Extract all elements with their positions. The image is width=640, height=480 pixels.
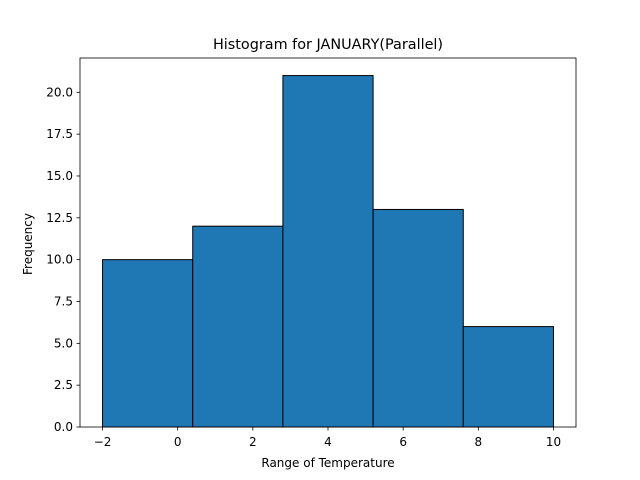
- histogram-bar-5: [462, 326, 554, 428]
- x-axis-ticks: −2 0 2 4 6 8 10: [94, 427, 561, 449]
- histogram-bar-3: [282, 75, 374, 428]
- y-axis-ticks: 0.0 2.5 5.0 7.5 10.0 12.5 15.0 17.5 20.0: [46, 85, 80, 434]
- histogram-bar-2: [192, 225, 284, 428]
- x-tick-label: 2: [249, 435, 257, 449]
- y-tick-label: 7.5: [54, 294, 73, 308]
- y-tick-label: 5.0: [54, 336, 73, 350]
- x-tick-label: 6: [399, 435, 407, 449]
- chart-title: Histogram for JANUARY(Parallel): [213, 37, 443, 53]
- y-tick-label: 2.5: [54, 378, 73, 392]
- x-axis-label: Range of Temperature: [261, 456, 394, 470]
- plot-area-frame: [79, 57, 577, 428]
- y-tick-label: 0.0: [54, 420, 73, 434]
- y-tick-label: 12.5: [46, 211, 73, 225]
- histogram-bar-1: [102, 259, 194, 428]
- y-tick-label: 15.0: [46, 169, 73, 183]
- x-tick-label: 4: [324, 435, 332, 449]
- x-tick-label: 0: [174, 435, 182, 449]
- histogram-bar-4: [372, 208, 464, 428]
- x-tick-label: 8: [474, 435, 482, 449]
- y-axis-label: Frequency: [21, 213, 35, 275]
- y-tick-label: 20.0: [46, 85, 73, 99]
- x-tick-label: 10: [546, 435, 561, 449]
- y-tick-label: 17.5: [46, 127, 73, 141]
- x-tick-label: −2: [94, 435, 112, 449]
- bars-layer: [102, 75, 554, 428]
- y-tick-label: 10.0: [46, 253, 73, 267]
